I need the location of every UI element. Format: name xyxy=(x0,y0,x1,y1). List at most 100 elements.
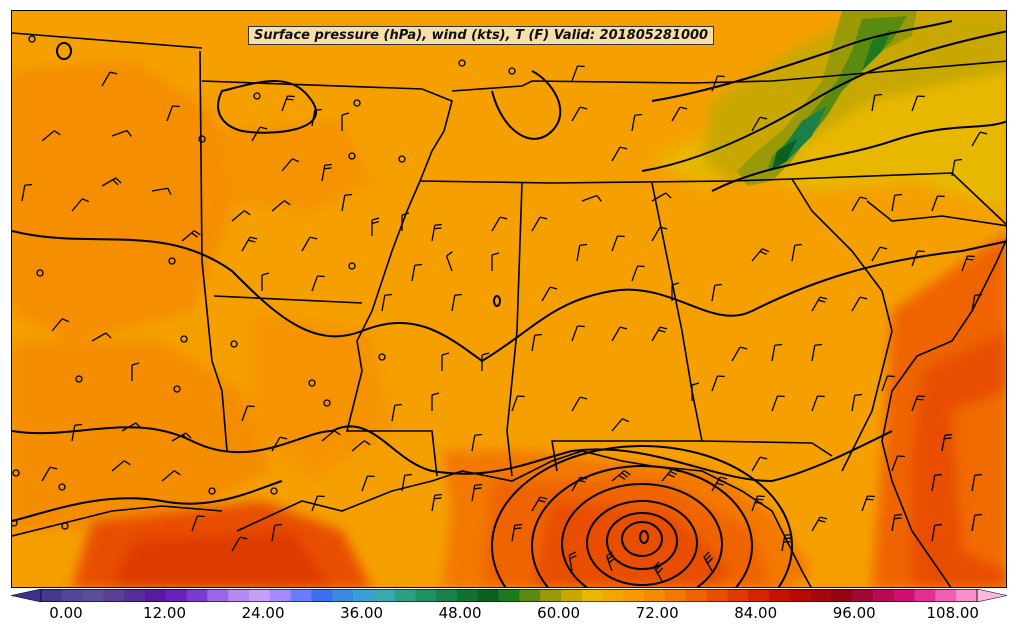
wind-barb xyxy=(241,236,258,252)
colorbar-cell xyxy=(540,589,562,602)
wind-barb xyxy=(811,343,823,362)
colorbar xyxy=(11,589,1007,602)
wind-barb xyxy=(71,423,83,442)
colorbar-cell xyxy=(956,589,978,602)
wind-barb xyxy=(391,403,403,422)
wind-barb xyxy=(891,455,905,472)
colorbar-cell xyxy=(269,589,292,602)
colorbar-cell xyxy=(165,589,188,602)
colorbar-tick-label: 24.00 xyxy=(241,604,285,622)
wind-barb xyxy=(431,223,443,242)
wind-barb xyxy=(471,433,483,452)
wind-barb xyxy=(151,187,172,196)
colorbar-cell xyxy=(810,589,832,602)
wind-barb xyxy=(631,265,645,282)
wind-barb xyxy=(751,495,765,512)
wind-barb xyxy=(471,483,483,502)
colorbar-cell xyxy=(145,589,167,602)
wind-barb xyxy=(911,395,925,412)
colorbar-cell xyxy=(581,589,604,602)
colorbar-cell xyxy=(935,589,957,602)
weather-map xyxy=(12,11,1006,587)
colorbar-cell xyxy=(207,589,229,602)
wind-barb xyxy=(611,326,628,342)
wind-barb xyxy=(341,112,350,131)
colorbar-cell xyxy=(249,589,271,602)
colorbar-cell xyxy=(103,589,125,602)
colorbar-cell xyxy=(748,589,770,602)
colorbar-cell xyxy=(873,589,895,602)
wind-barb xyxy=(703,551,714,572)
wind-barb xyxy=(271,200,291,212)
wind-barb xyxy=(811,516,828,532)
state-boundaries xyxy=(12,32,1006,587)
colorbar-cell xyxy=(394,589,416,602)
wind-barb xyxy=(581,194,602,202)
wind-barb xyxy=(411,263,423,282)
wind-barb xyxy=(811,296,828,312)
colorbar-cell xyxy=(61,589,84,602)
colorbar-cell xyxy=(623,589,645,602)
wind-barb xyxy=(71,198,90,212)
wind-barb xyxy=(531,333,543,352)
wind-barb xyxy=(281,95,295,112)
wind-barb xyxy=(931,473,943,492)
wind-barb xyxy=(311,275,325,292)
wind-barb xyxy=(41,130,61,142)
wind-barb xyxy=(21,183,33,202)
wind-barb xyxy=(181,230,201,242)
wind-barb xyxy=(451,293,463,312)
wind-barb xyxy=(731,346,748,362)
colorbar-cell xyxy=(41,589,63,602)
wind-barb xyxy=(511,523,523,542)
colorbar-cell xyxy=(769,589,791,602)
wind-barb xyxy=(971,473,983,492)
colorbar-cell xyxy=(602,589,624,602)
wind-barbs xyxy=(21,65,988,582)
wind-barb xyxy=(171,432,192,442)
wind-barb xyxy=(671,106,688,122)
colorbar-cell xyxy=(311,589,333,602)
wind-barb xyxy=(541,286,558,302)
wind-barb xyxy=(811,395,825,412)
wind-barb xyxy=(91,332,112,342)
wind-barb xyxy=(101,71,118,87)
wind-barb xyxy=(401,473,413,492)
wind-barb xyxy=(361,475,375,492)
colorbar-cell xyxy=(914,589,936,602)
wind-barb xyxy=(711,75,725,92)
colorbar-extend-high xyxy=(976,589,1007,602)
temperature-shading xyxy=(12,11,1006,587)
wind-barb xyxy=(571,65,585,82)
wind-barb xyxy=(651,226,668,242)
wind-barb xyxy=(568,551,577,572)
wind-barb xyxy=(576,243,588,262)
colorbar-cell xyxy=(519,589,541,602)
colorbar-cell xyxy=(332,589,354,602)
colorbar-tick-label: 60.00 xyxy=(537,604,581,622)
wind-barb xyxy=(481,352,490,371)
colorbar-cell xyxy=(415,589,437,602)
wind-barb xyxy=(261,272,270,291)
wind-barb xyxy=(571,325,585,342)
colorbar-cell xyxy=(852,589,874,602)
wind-barb xyxy=(881,375,895,392)
colorbar-cell xyxy=(477,589,500,602)
wind-barb xyxy=(161,470,181,482)
colorbar-cell xyxy=(186,589,208,602)
colorbar-cell xyxy=(373,589,396,602)
wind-barb xyxy=(931,523,943,542)
colorbar-cell xyxy=(893,589,916,602)
colorbar-cell xyxy=(353,589,375,602)
wind-barb xyxy=(911,250,925,267)
wind-barb xyxy=(321,430,341,442)
wind-barb xyxy=(653,561,664,582)
wind-barb xyxy=(445,251,453,272)
colorbar-cell xyxy=(498,589,520,602)
wind-barb xyxy=(41,466,58,482)
wind-barb xyxy=(771,395,785,412)
wind-barb xyxy=(491,252,500,271)
map-panel: Surface pressure (hPa), wind (kts), T (F… xyxy=(11,10,1007,588)
wind-barb xyxy=(491,216,508,232)
wind-barb xyxy=(281,158,300,172)
